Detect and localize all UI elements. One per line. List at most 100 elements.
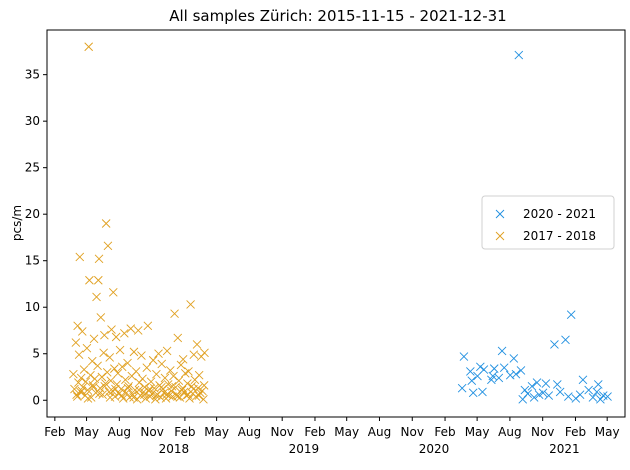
data-point [578, 375, 588, 385]
data-point [126, 324, 136, 333]
x-tick-label: Nov [270, 425, 293, 439]
data-point [151, 391, 161, 400]
data-point [575, 390, 585, 399]
data-point [178, 355, 188, 364]
data-point [75, 252, 85, 262]
data-point [564, 392, 573, 401]
data-point [94, 254, 104, 264]
data-point [170, 309, 179, 319]
data-point [532, 378, 542, 387]
data-point [123, 358, 132, 368]
data-point [189, 350, 199, 359]
data-point [529, 393, 539, 402]
y-tick-label: 35 [25, 68, 40, 82]
data-point [102, 368, 112, 377]
chart-title: All samples Zürich: 2015-11-15 - 2021-12… [169, 7, 506, 25]
data-point [566, 310, 576, 319]
x-tick-label: Nov [401, 425, 424, 439]
data-point [184, 367, 193, 376]
y-tick-label: 5 [32, 347, 40, 361]
data-point [457, 383, 467, 393]
data-point [129, 393, 138, 402]
data-point [105, 393, 115, 402]
y-tick-label: 25 [25, 161, 40, 175]
x-tick-label: May [334, 425, 359, 439]
data-point [148, 355, 158, 365]
data-point [105, 353, 115, 362]
data-point [169, 371, 178, 381]
data-point [115, 345, 125, 355]
x-tick-label: Nov [531, 425, 554, 439]
axes-frame [46, 29, 626, 418]
data-point [497, 346, 507, 356]
data-point [107, 325, 116, 334]
data-point [151, 395, 160, 404]
data-point [488, 371, 498, 381]
data-point [187, 381, 196, 391]
data-point [88, 381, 98, 390]
data-point [84, 42, 94, 52]
data-point [520, 385, 530, 395]
data-point [175, 393, 185, 402]
data-point [129, 347, 139, 357]
data-point [81, 377, 91, 386]
data-point [96, 313, 106, 322]
data-point [97, 372, 107, 382]
legend-marker [495, 209, 505, 219]
data-point [489, 364, 499, 373]
data-point [124, 381, 133, 391]
data-point [99, 348, 108, 358]
data-point [154, 349, 163, 359]
data-point [555, 387, 565, 397]
data-point [121, 375, 130, 385]
data-point [189, 384, 198, 394]
x-tick-label: Feb [565, 425, 586, 439]
data-point [77, 386, 87, 396]
data-point [467, 376, 477, 386]
data-point [588, 393, 598, 402]
data-point [72, 390, 81, 399]
data-point [104, 387, 114, 397]
data-point [174, 376, 184, 386]
data-point [92, 292, 101, 302]
data-point [95, 389, 104, 399]
data-point [93, 361, 102, 371]
data-point [516, 366, 526, 375]
data-point [527, 381, 537, 391]
x-tick-label: May [74, 425, 99, 439]
data-point [157, 359, 167, 369]
data-point [110, 364, 119, 373]
data-point [123, 383, 133, 393]
data-point [511, 369, 521, 379]
data-point [101, 219, 111, 228]
data-point [93, 275, 103, 285]
data-point [138, 374, 147, 384]
x-year-label: 2018 [159, 442, 190, 456]
data-point [603, 392, 612, 401]
data-point [162, 390, 172, 399]
data-point [199, 395, 208, 404]
data-point [176, 360, 186, 370]
x-tick-label: Aug [498, 425, 521, 439]
data-point [162, 346, 172, 356]
data-point [156, 393, 165, 402]
x-tick-label: Nov [140, 425, 163, 439]
data-point [69, 369, 78, 379]
data-point [103, 241, 113, 251]
data-point [122, 388, 131, 398]
data-point [538, 388, 548, 398]
data-point [459, 352, 469, 361]
data-point [596, 395, 605, 404]
data-point [98, 390, 107, 399]
data-point [514, 50, 524, 60]
data-point [70, 384, 79, 394]
legend-label: 2017 - 2018 [523, 229, 596, 243]
data-point [76, 373, 86, 383]
data-point [186, 300, 195, 309]
x-year-label: 2019 [289, 442, 320, 456]
data-point [561, 335, 570, 345]
data-point [199, 381, 209, 390]
data-point [90, 374, 100, 384]
data-point [82, 343, 92, 353]
